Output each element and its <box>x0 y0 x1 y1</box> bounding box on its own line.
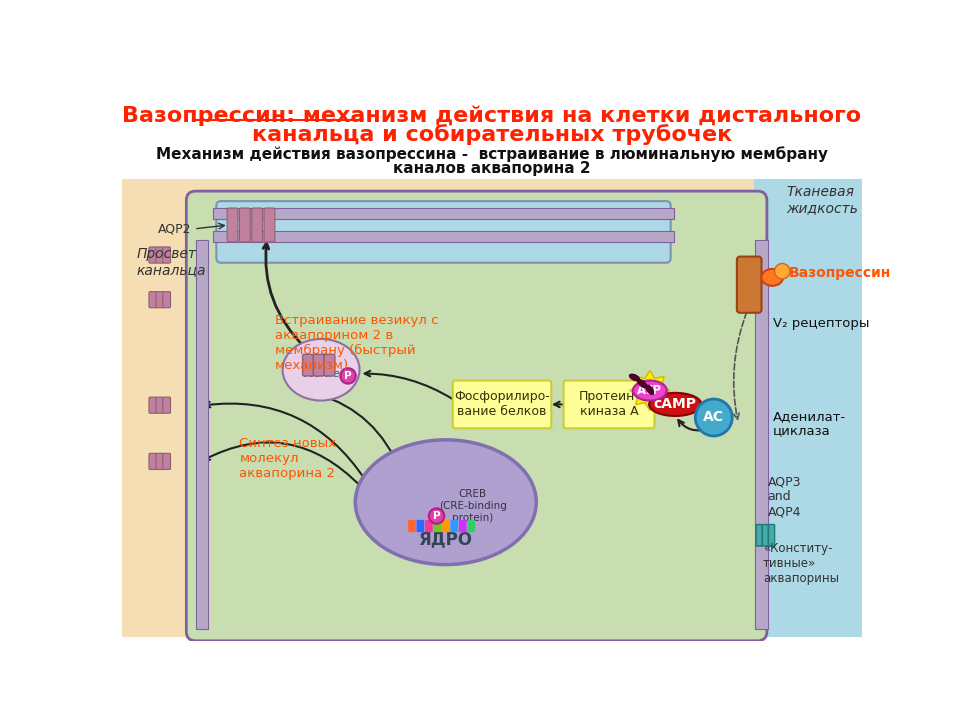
Text: «Конститу-
тивные»
аквапорины: «Конститу- тивные» аквапорины <box>763 542 839 585</box>
FancyBboxPatch shape <box>149 397 156 413</box>
Ellipse shape <box>282 339 360 400</box>
Circle shape <box>695 399 732 436</box>
Bar <box>123 179 861 637</box>
Ellipse shape <box>633 381 667 400</box>
FancyBboxPatch shape <box>252 208 262 242</box>
Text: каналов аквапорина 2: каналов аквапорина 2 <box>394 161 590 176</box>
FancyBboxPatch shape <box>324 354 335 376</box>
Circle shape <box>429 508 444 523</box>
FancyBboxPatch shape <box>239 208 251 242</box>
Bar <box>213 208 674 219</box>
Text: V₂ рецепторы: V₂ рецепторы <box>773 317 870 330</box>
FancyBboxPatch shape <box>417 520 424 532</box>
Text: Протеин-
киназа А: Протеин- киназа А <box>579 390 639 418</box>
FancyBboxPatch shape <box>149 292 156 307</box>
Text: Аденилат-
циклаза: Аденилат- циклаза <box>773 410 846 438</box>
Ellipse shape <box>355 440 537 564</box>
Text: cAMP: cAMP <box>654 397 697 411</box>
FancyBboxPatch shape <box>442 520 449 532</box>
FancyBboxPatch shape <box>762 525 768 546</box>
Text: AQP3
and
AQP4: AQP3 and AQP4 <box>768 475 802 518</box>
FancyBboxPatch shape <box>156 247 163 263</box>
Text: P: P <box>433 511 441 521</box>
FancyBboxPatch shape <box>216 201 671 263</box>
FancyBboxPatch shape <box>425 520 433 532</box>
FancyBboxPatch shape <box>768 525 775 546</box>
FancyBboxPatch shape <box>163 454 171 469</box>
FancyBboxPatch shape <box>163 247 171 263</box>
FancyBboxPatch shape <box>156 454 163 469</box>
FancyBboxPatch shape <box>313 354 324 376</box>
Text: Синтез новых
молекул
аквапорина 2: Синтез новых молекул аквапорина 2 <box>239 437 336 480</box>
FancyBboxPatch shape <box>156 397 163 413</box>
Ellipse shape <box>630 374 639 381</box>
Circle shape <box>340 368 356 384</box>
Text: Вазопрессин: Вазопрессин <box>788 266 891 280</box>
Text: Вазопрессин: механизм действия на клетки дистального: Вазопрессин: механизм действия на клетки… <box>123 105 861 126</box>
Polygon shape <box>630 371 670 410</box>
FancyBboxPatch shape <box>186 191 767 641</box>
Text: Просвет
канальца: Просвет канальца <box>136 247 205 277</box>
FancyBboxPatch shape <box>302 354 313 376</box>
FancyBboxPatch shape <box>163 397 171 413</box>
Text: ATP: ATP <box>637 384 662 397</box>
Text: AQP2: AQP2 <box>158 222 192 235</box>
FancyBboxPatch shape <box>156 292 163 307</box>
FancyBboxPatch shape <box>453 381 551 428</box>
Ellipse shape <box>761 269 783 286</box>
Bar <box>196 240 208 629</box>
Circle shape <box>775 264 790 279</box>
FancyBboxPatch shape <box>459 520 467 532</box>
Text: AC: AC <box>704 410 724 425</box>
Ellipse shape <box>649 393 702 416</box>
FancyBboxPatch shape <box>468 520 475 532</box>
Bar <box>754 179 861 637</box>
FancyBboxPatch shape <box>434 520 442 532</box>
FancyBboxPatch shape <box>228 208 238 242</box>
Text: Механизм действия вазопрессина -  встраивание в люминальную мембрану: Механизм действия вазопрессина - встраив… <box>156 146 828 162</box>
FancyBboxPatch shape <box>264 208 275 242</box>
Ellipse shape <box>646 385 654 395</box>
Ellipse shape <box>637 379 647 387</box>
Text: канальца и собирательных трубочек: канальца и собирательных трубочек <box>252 124 732 145</box>
FancyBboxPatch shape <box>756 525 762 546</box>
FancyBboxPatch shape <box>163 292 171 307</box>
FancyBboxPatch shape <box>737 256 761 312</box>
FancyBboxPatch shape <box>149 247 156 263</box>
FancyBboxPatch shape <box>149 454 156 469</box>
Bar <box>756 240 768 629</box>
Text: Фосфорилиро-
вание белков: Фосфорилиро- вание белков <box>454 390 550 418</box>
Text: Тканевая
жидкость: Тканевая жидкость <box>786 185 858 215</box>
Text: P: P <box>345 371 351 381</box>
Bar <box>213 231 674 242</box>
Text: CREB
(CRE-binding
protein): CREB (CRE-binding protein) <box>439 490 507 523</box>
FancyBboxPatch shape <box>450 520 458 532</box>
Text: Встраивание везикул с
аквапорином 2 в
мембрану (быстрый
механизм): Встраивание везикул с аквапорином 2 в ме… <box>275 313 439 372</box>
FancyBboxPatch shape <box>564 381 655 428</box>
Text: ЯДРО: ЯДРО <box>419 530 472 548</box>
FancyBboxPatch shape <box>408 520 416 532</box>
Text: Vesicle: Vesicle <box>301 369 341 379</box>
